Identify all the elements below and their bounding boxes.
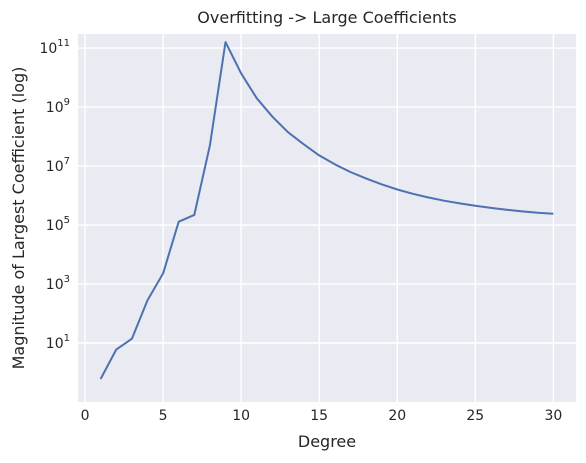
y-tick-label: 105 — [46, 215, 70, 234]
x-tick-labels: 0 5 10 15 20 25 30 — [81, 408, 563, 424]
chart-title: Overfitting -> Large Coefficients — [197, 8, 456, 27]
x-tick-label: 30 — [544, 408, 562, 424]
plot-background — [78, 34, 576, 402]
y-tick-labels: 101 103 105 107 109 1011 — [39, 38, 70, 352]
x-tick-label: 25 — [466, 408, 484, 424]
x-tick-label: 0 — [81, 408, 90, 424]
y-axis-label: Magnitude of Largest Coefficient (log) — [9, 67, 28, 370]
y-tick-label: 101 — [46, 333, 70, 352]
series-line — [99, 41, 554, 380]
x-tick-label: 20 — [388, 408, 406, 424]
gridlines — [78, 34, 576, 402]
y-tick-label: 107 — [46, 156, 70, 175]
y-tick-label: 103 — [46, 274, 70, 293]
x-tick-label: 5 — [159, 408, 168, 424]
x-axis-label: Degree — [298, 432, 356, 451]
series-layer — [99, 41, 554, 380]
x-tick-label: 15 — [310, 408, 328, 424]
x-tick-label: 10 — [232, 408, 250, 424]
y-tick-label: 109 — [46, 97, 70, 116]
y-tick-label: 1011 — [39, 38, 70, 57]
